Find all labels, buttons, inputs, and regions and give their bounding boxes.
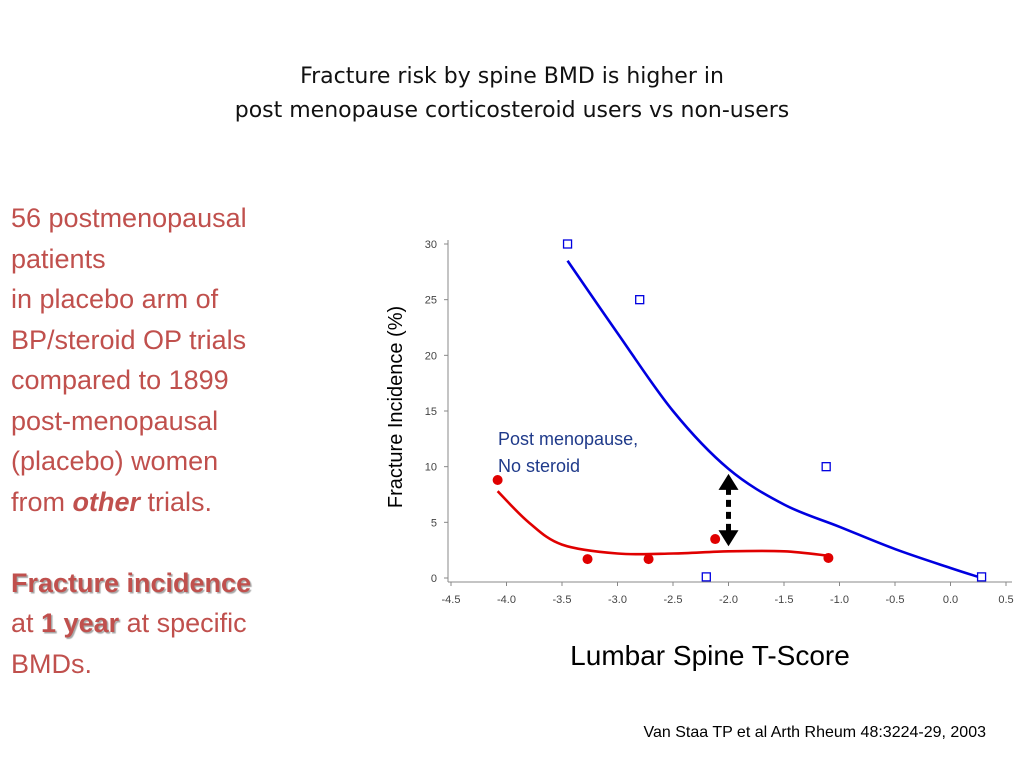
study-description: 56 postmenopausal patients in placebo ar… — [11, 198, 351, 684]
desc-line-1: 56 postmenopausal — [11, 203, 247, 233]
series-0-point — [976, 572, 987, 582]
x-tick-label: 0.0 — [943, 594, 958, 606]
series-1-fit-line — [496, 490, 829, 558]
y-tick-label: 5 — [431, 517, 437, 529]
emphasis-fracture-incidence: Fracture incidence — [11, 567, 252, 598]
y-tick-label: 10 — [425, 462, 437, 474]
desc-line-7: (placebo) women — [11, 446, 219, 476]
desc-line-9: Fracture incidence — [11, 563, 351, 604]
x-tick-label: -3.5 — [553, 594, 572, 606]
citation: Van Staa TP et al Arth Rheum 48:3224-29,… — [643, 724, 986, 741]
emphasis-other: other — [72, 486, 141, 517]
chart-series — [492, 239, 987, 582]
arrow-head-up — [718, 473, 739, 490]
series-1-point — [823, 552, 834, 563]
arrow-head-down — [718, 530, 739, 547]
annotation-line-1: Post menopause, — [498, 429, 639, 449]
series-0-point — [562, 239, 573, 249]
series-1-point — [582, 554, 593, 565]
x-tick-label: -4.5 — [442, 594, 461, 606]
slide-title: Fracture risk by spine BMD is higher in … — [0, 60, 1024, 128]
series-0-point — [701, 572, 711, 582]
desc-line-8: from other trials. — [11, 482, 351, 523]
x-tick-label: 0.5 — [998, 594, 1013, 606]
series-0-fit-line — [566, 259, 979, 579]
series-0-point — [821, 462, 831, 472]
y-tick-label: 25 — [425, 295, 437, 307]
desc-line-10-post: at specific — [119, 608, 247, 638]
x-tick-label: -4.0 — [497, 594, 516, 606]
desc-line-4: BP/steroid OP trials — [11, 324, 247, 355]
chart-axes: 0 5 10 15 20 25 30 -4.5 -4.0 -3.5 -3.0 -2.5 -2.0 -1.5… — [425, 239, 1014, 606]
y-tick-label: 0 — [431, 573, 437, 585]
desc-line-10-pre: at — [11, 608, 42, 638]
x-tick-label: -1.5 — [775, 594, 794, 606]
difference-arrow — [718, 473, 739, 547]
desc-line-5: compared to 1899 — [11, 365, 229, 395]
y-axis-title: Fracture Incidence (%) — [385, 306, 407, 508]
series-0-point — [635, 295, 645, 305]
desc-line-8-pre: from — [11, 486, 73, 517]
x-axis-title: Lumbar Spine T-Score — [570, 640, 850, 671]
series-1-point — [492, 475, 503, 486]
x-tick-label: -3.0 — [608, 594, 627, 606]
x-tick-label: -0.5 — [886, 594, 905, 606]
series-1-point — [710, 534, 721, 545]
y-tick-label: 15 — [425, 406, 437, 418]
annotation-line-2: No steroid — [498, 456, 581, 476]
title-line-2: post menopause corticosteroid users vs n… — [234, 98, 790, 123]
desc-line-6: post-menopausal — [11, 405, 219, 436]
x-tick-label: -2.5 — [664, 594, 683, 606]
desc-line-3: in placebo arm of — [11, 284, 219, 314]
desc-line-11: BMDs. — [11, 648, 92, 679]
y-tick-label: 30 — [425, 239, 437, 251]
y-tick-label: 20 — [425, 350, 437, 362]
desc-line-2: patients — [11, 243, 106, 274]
x-tick-label: -2.0 — [719, 594, 738, 606]
title-line-1: Fracture risk by spine BMD is higher in — [300, 64, 724, 89]
series-1-point — [643, 554, 654, 565]
desc-line-10: at 1 year at specific — [11, 603, 351, 644]
desc-line-8-post: trials. — [140, 486, 213, 517]
x-tick-label: -1.0 — [830, 594, 849, 606]
emphasis-one-year: 1 year — [41, 608, 120, 638]
series-annotation: Post menopause, No steroid — [498, 426, 638, 480]
